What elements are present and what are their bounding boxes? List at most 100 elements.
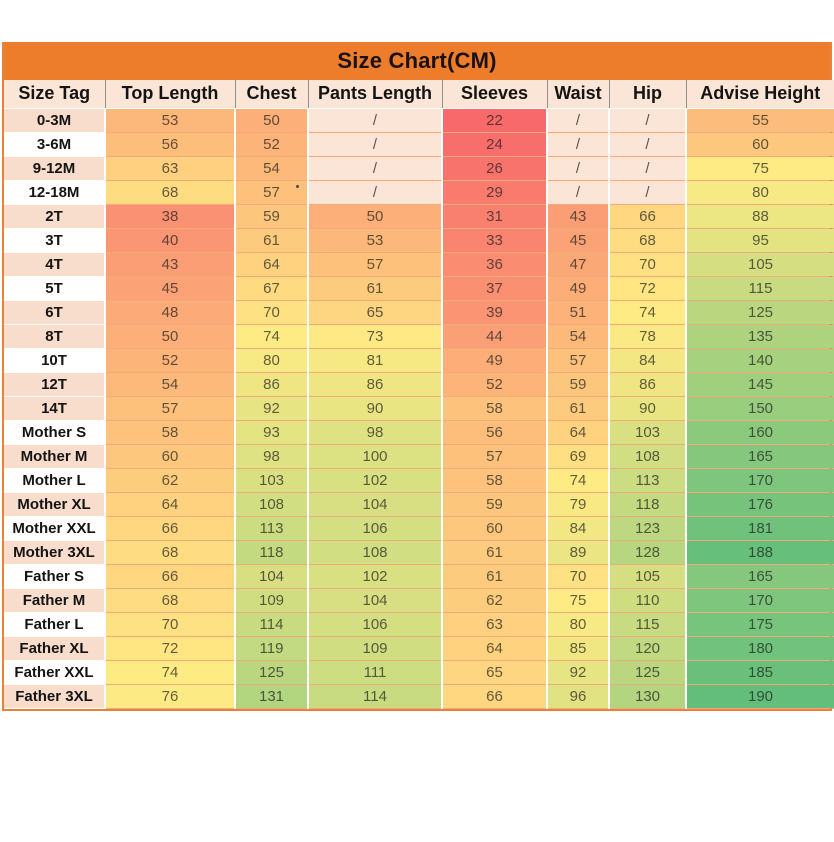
value-cell: 118 [235,540,309,565]
value-cell: 75 [686,156,834,181]
value-cell: 190 [686,684,834,709]
value-cell: / [609,180,687,205]
speck-artifact [296,185,299,188]
value-cell: 181 [686,516,834,541]
value-cell: 43 [547,204,610,229]
column-header-advise-height: Advise Height [686,80,834,109]
value-cell: 68 [105,588,236,613]
header-row: Size Tag Top Length Chest Pants Length Sleev… [4,80,834,109]
value-cell: 100 [308,444,443,469]
size-tag-cell: 6T [4,300,106,325]
value-cell: 95 [686,228,834,253]
value-cell: 165 [686,564,834,589]
value-cell: 60 [442,516,548,541]
value-cell: 128 [609,540,687,565]
value-cell: / [547,156,610,181]
value-cell: 109 [235,588,309,613]
value-cell: 69 [547,444,610,469]
value-cell: 89 [547,540,610,565]
table-row: 14T 57 92 90 58 61 90 150 [4,396,834,421]
value-cell: 47 [547,252,610,277]
value-cell: 123 [609,516,687,541]
value-cell: 74 [105,660,236,685]
value-cell: 79 [547,492,610,517]
value-cell: 65 [442,660,548,685]
value-cell: 60 [105,444,236,469]
size-tag-cell: Mother XXL [4,516,106,541]
value-cell: 61 [235,228,309,253]
value-cell: / [609,156,687,181]
value-cell: 24 [442,132,548,157]
value-cell: 115 [609,612,687,637]
column-header-hip: Hip [609,80,687,109]
table-row: Father XL 72 119 109 64 85 120 180 [4,636,834,661]
value-cell: 44 [442,324,548,349]
table-row: 6T 48 70 65 39 51 74 125 [4,300,834,325]
value-cell: 68 [105,180,236,205]
value-cell: 52 [235,132,309,157]
value-cell: 22 [442,108,548,133]
value-cell: 80 [547,612,610,637]
size-tag-cell: Mother S [4,420,106,445]
value-cell: 55 [686,108,834,133]
value-cell: 80 [235,348,309,373]
table-row: Mother S 58 93 98 56 64 103 160 [4,420,834,445]
value-cell: 31 [442,204,548,229]
value-cell: 120 [609,636,687,661]
size-tag-cell: Father L [4,612,106,637]
value-cell: 63 [442,612,548,637]
value-cell: 57 [105,396,236,421]
table-row: Mother M 60 98 100 57 69 108 165 [4,444,834,469]
value-cell: 70 [609,252,687,277]
value-cell: 104 [308,492,443,517]
value-cell: 66 [609,204,687,229]
value-cell: 75 [547,588,610,613]
value-cell: 70 [547,564,610,589]
value-cell: 73 [308,324,443,349]
value-cell: 74 [235,324,309,349]
value-cell: 59 [235,204,309,229]
value-cell: 59 [547,372,610,397]
value-cell: 90 [308,396,443,421]
value-cell: 54 [235,156,309,181]
table-row: 0-3M 53 50/22//55 [4,108,834,133]
value-cell: 135 [686,324,834,349]
value-cell: 160 [686,420,834,445]
column-header-chest: Chest [235,80,309,109]
value-cell: 118 [609,492,687,517]
value-cell: 109 [308,636,443,661]
value-cell: 62 [442,588,548,613]
value-cell: 113 [235,516,309,541]
value-cell: 92 [547,660,610,685]
value-cell: 57 [442,444,548,469]
value-cell: 185 [686,660,834,685]
value-cell: 40 [105,228,236,253]
value-cell: 45 [547,228,610,253]
column-header-pants-length: Pants Length [308,80,443,109]
value-cell: 64 [235,252,309,277]
size-tag-cell: Father S [4,564,106,589]
value-cell: 131 [235,684,309,709]
value-cell: 52 [442,372,548,397]
value-cell: 57 [547,348,610,373]
size-tag-cell: 10T [4,348,106,373]
value-cell: 70 [105,612,236,637]
value-cell: 175 [686,612,834,637]
column-header-sleeves: Sleeves [442,80,548,109]
value-cell: 108 [308,540,443,565]
table-row: Mother L 62 103 102 58 74 113 170 [4,468,834,493]
value-cell: 64 [105,492,236,517]
value-cell: 80 [686,180,834,205]
value-cell: 26 [442,156,548,181]
value-cell: 48 [105,300,236,325]
value-cell: 67 [235,276,309,301]
table-row: Father XXL 74 125 111 65 92 125 185 [4,660,834,685]
value-cell: 105 [686,252,834,277]
value-cell: 56 [105,132,236,157]
value-cell: 61 [547,396,610,421]
chart-title: Size Chart(CM) [337,48,497,73]
size-tag-cell: 3-6M [4,132,106,157]
value-cell: 114 [308,684,443,709]
value-cell: 125 [609,660,687,685]
value-cell: 64 [547,420,610,445]
